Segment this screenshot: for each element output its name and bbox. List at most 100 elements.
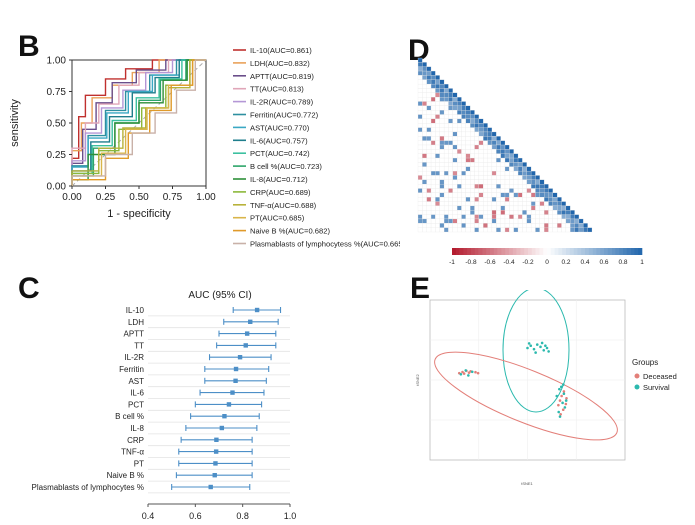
heatmap-cell	[548, 214, 553, 220]
heatmap-cell	[452, 157, 458, 163]
heatmap-cell	[426, 97, 432, 102]
heatmap-cell	[487, 166, 493, 172]
heatmap-cell	[422, 179, 427, 185]
heatmap-cell	[526, 184, 532, 189]
tsne-point-survival	[542, 348, 546, 352]
heatmap-cell	[487, 205, 493, 211]
heatmap-cell	[474, 140, 480, 146]
heatmap-cell	[417, 144, 423, 150]
heatmap-cell	[422, 105, 427, 111]
heatmap-cell	[474, 201, 480, 207]
tsne-point-deceased	[474, 370, 477, 374]
heatmap-cell	[452, 105, 458, 111]
heatmap-cell	[500, 166, 506, 172]
heatmap-cell	[470, 136, 475, 141]
heatmap-cell	[422, 162, 427, 167]
forest-row-label: B cell %	[115, 412, 144, 421]
heatmap-cell	[474, 227, 480, 233]
heatmap-cell	[548, 218, 553, 224]
heatmap-cell	[470, 179, 475, 185]
heatmap-cell	[435, 166, 440, 172]
colorbar-segment	[596, 248, 601, 255]
heatmap-cell	[478, 170, 484, 176]
heatmap-cell	[439, 88, 445, 93]
heatmap-cell	[457, 197, 462, 202]
heatmap-cell	[474, 123, 480, 128]
heatmap-cell	[513, 201, 519, 207]
heatmap-cell	[461, 140, 466, 146]
heatmap-cell	[544, 218, 549, 224]
colorbar-segment	[539, 248, 544, 255]
colorbar-segment	[573, 248, 578, 255]
heatmap-cell	[517, 223, 523, 228]
tsne-legend-title: Groups	[632, 358, 658, 367]
heatmap-cell	[491, 184, 497, 189]
tsne-point-deceased	[560, 394, 563, 398]
heatmap-cell	[448, 170, 453, 176]
heatmap-cell	[526, 179, 532, 185]
heatmap-cell	[426, 66, 432, 72]
heatmap-cell	[496, 223, 501, 228]
heatmap-cell	[483, 218, 488, 224]
heatmap-cell	[539, 197, 545, 202]
heatmap-cell	[500, 144, 506, 150]
heatmap-cell	[513, 214, 519, 220]
heatmap-cell	[465, 205, 471, 211]
heatmap-cell	[509, 179, 514, 185]
heatmap-cell	[487, 149, 493, 154]
heatmap-cell	[439, 105, 445, 111]
heatmap-cell	[435, 140, 440, 146]
heatmap-cell	[457, 101, 462, 106]
heatmap-cell	[470, 205, 475, 211]
heatmap-cell	[422, 192, 427, 198]
heatmap-cell	[417, 227, 423, 233]
colorbar-tick-label: -0.8	[465, 259, 477, 266]
heatmap-cell	[443, 136, 449, 141]
heatmap-cell	[496, 218, 501, 224]
heatmap-cell	[430, 131, 436, 137]
heatmap-cell	[422, 184, 427, 189]
heatmap-cell	[483, 140, 488, 146]
heatmap-cell	[544, 188, 549, 193]
heatmap-cell	[530, 223, 536, 228]
heatmap-cell	[452, 227, 458, 233]
heatmap-cell	[513, 205, 519, 211]
heatmap-cell	[461, 114, 466, 120]
heatmap-cell	[461, 175, 466, 180]
heatmap-cell	[522, 192, 527, 198]
heatmap-cell	[544, 223, 549, 228]
heatmap-cell	[448, 140, 453, 146]
heatmap-cell	[478, 162, 484, 167]
heatmap-cell	[552, 192, 558, 198]
heatmap-cell	[487, 201, 493, 207]
heatmap-cell	[504, 184, 510, 189]
heatmap-cell	[461, 149, 466, 154]
heatmap-cell	[487, 197, 493, 202]
correlation-heatmap: -1 -0.8 -0.6 -0.4 -0.2 0 0.2 0.4 0.6 0.8 1	[417, 57, 644, 266]
heatmap-cell	[491, 210, 497, 215]
heatmap-cell	[570, 223, 575, 228]
heatmap-cell	[422, 149, 427, 154]
heatmap-cell	[448, 162, 453, 167]
heatmap-cell	[483, 162, 488, 167]
roc-curve-2	[71, 59, 206, 186]
heatmap-cell	[526, 210, 532, 215]
forest-auc-point	[208, 484, 213, 490]
heatmap-cell	[452, 149, 458, 154]
heatmap-cell	[417, 131, 423, 137]
heatmap-cell	[452, 153, 458, 159]
heatmap-cell	[457, 214, 462, 220]
heatmap-cell	[439, 214, 445, 220]
heatmap-cell	[417, 83, 423, 89]
heatmap-cell	[426, 131, 432, 137]
heatmap-cell	[426, 227, 432, 233]
heatmap-cell	[465, 201, 471, 207]
heatmap-cell	[465, 127, 471, 133]
heatmap-cell	[526, 197, 532, 202]
heatmap-cell	[465, 162, 471, 167]
colorbar-segment	[611, 248, 616, 255]
heatmap-cell	[461, 131, 466, 137]
heatmap-cell	[487, 210, 493, 215]
heatmap-cell	[548, 197, 553, 202]
heatmap-cell	[500, 192, 506, 198]
